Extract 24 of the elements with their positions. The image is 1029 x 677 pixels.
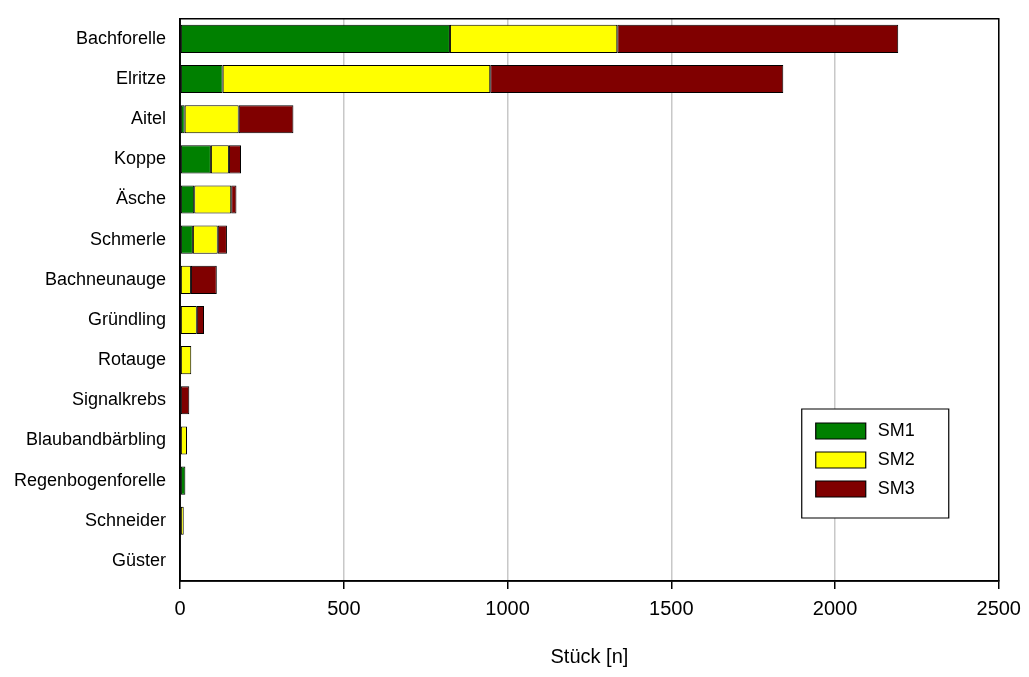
x-tick-label: 1500 [649,596,694,619]
y-tick-label: Bachneunauge [45,268,167,289]
x-tick-label: 1000 [485,596,530,619]
y-tick-label: Bachforelle [76,27,167,48]
x-tick-label: 2500 [976,596,1021,619]
y-tick-label: Äsche [116,188,167,209]
y-tick-label: Aitel [131,108,167,129]
legend-label: SM2 [877,448,915,469]
y-tick-label: Güster [112,549,167,570]
y-tick-label: Koppe [114,148,167,169]
y-tick-label: Elritze [116,68,167,88]
y-tick-label: Gründling [88,308,167,329]
x-tick-label: 2000 [812,596,858,619]
legend-label: SM3 [877,477,915,498]
x-tick-label: 0 [174,596,186,619]
legend-label: SM1 [877,419,915,440]
y-tick-label: Signalkrebs [72,389,167,410]
x-tick-label: 500 [327,596,361,619]
y-tick-label: Rotauge [98,349,167,370]
x-axis-title: Stück [n] [550,644,629,667]
y-tick-label: Schneider [85,509,167,530]
y-tick-label: Schmerle [90,228,167,249]
y-tick-label: Regenbogenforelle [14,469,167,490]
y-tick-label: Blaubandbärbling [26,429,167,450]
